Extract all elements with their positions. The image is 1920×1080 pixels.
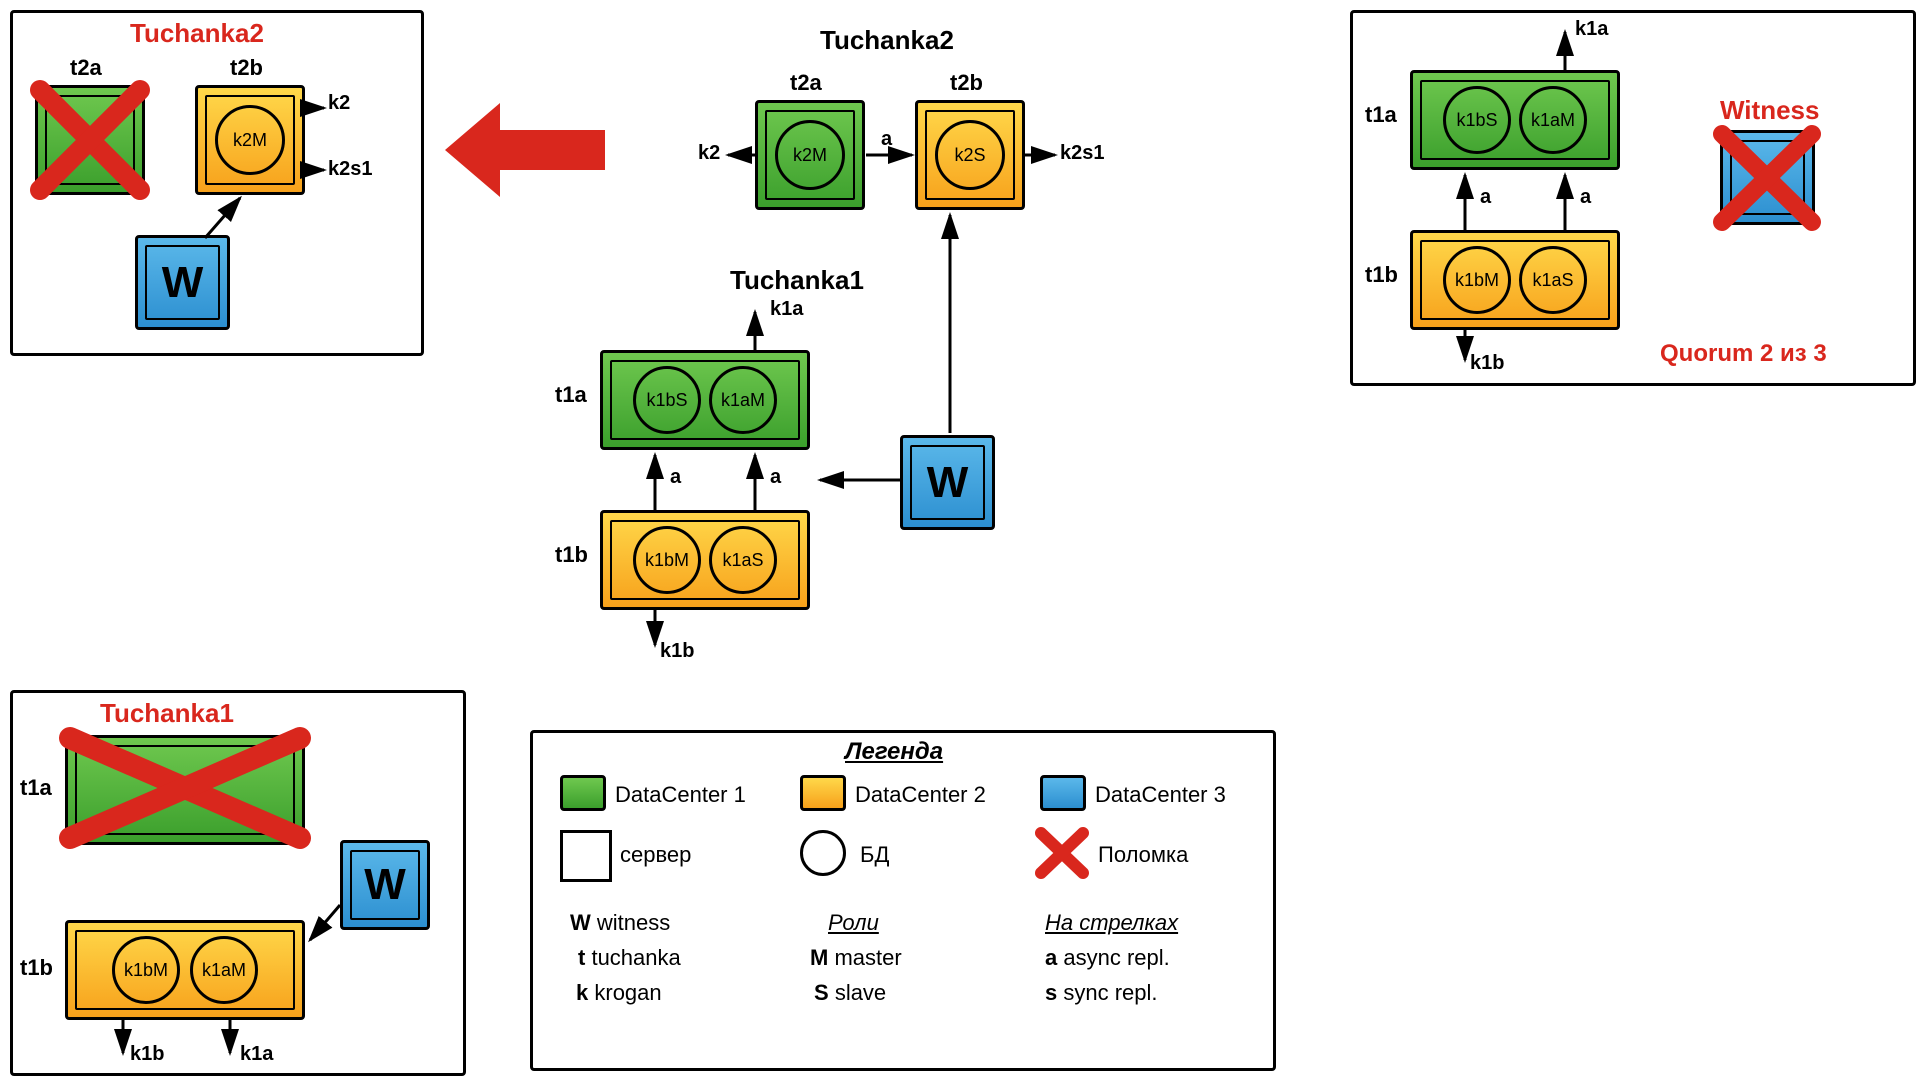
edge-k2-c: k2 bbox=[698, 142, 720, 165]
legend-W-abbr: W bbox=[570, 910, 591, 935]
legend-roles: Роли bbox=[828, 910, 879, 936]
node-t2b-tl: k2M bbox=[195, 85, 305, 195]
legend-a: a async repl. bbox=[1045, 945, 1170, 971]
legend-M: M master bbox=[810, 945, 902, 971]
legend-dc1: DataCenter 1 bbox=[615, 782, 746, 808]
legend-S-full: slave bbox=[835, 980, 886, 1005]
legend-server: сервер bbox=[620, 842, 691, 868]
arrows-witness-c bbox=[810, 200, 1010, 540]
arrows-t2b-tl bbox=[300, 95, 360, 185]
legend-title: Легенда bbox=[845, 738, 943, 766]
lbl-t2b-c: t2b bbox=[950, 70, 983, 96]
arrows-bl bbox=[65, 890, 385, 1070]
arrow-w-to-t2b-tl bbox=[200, 190, 260, 250]
legend-server-icon bbox=[560, 830, 612, 882]
legend-a-full: async repl. bbox=[1063, 945, 1169, 970]
legend-db: БД bbox=[860, 842, 889, 868]
big-arrow-left-icon bbox=[440, 95, 610, 205]
center-t2-title: Tuchanka2 bbox=[820, 25, 954, 56]
arrows-center-t2 bbox=[720, 145, 1120, 185]
legend-k-abbr: k bbox=[576, 980, 588, 1005]
legend-chip-dc2 bbox=[800, 775, 846, 811]
legend-dc3: DataCenter 3 bbox=[1095, 782, 1226, 808]
witness-label-tl: W bbox=[162, 258, 204, 308]
legend-W: W witness bbox=[570, 910, 670, 936]
legend-k: k krogan bbox=[576, 980, 662, 1006]
arrows-tr bbox=[1410, 20, 1670, 380]
legend-broken: Поломка bbox=[1098, 842, 1188, 868]
lbl-t1a-c: t1a bbox=[555, 382, 587, 408]
panel-tl-title: Tuchanka2 bbox=[130, 18, 264, 49]
legend-s: s sync repl. bbox=[1045, 980, 1158, 1006]
legend-s-abbr: s bbox=[1045, 980, 1057, 1005]
legend-W-full: witness bbox=[597, 910, 670, 935]
legend-S-abbr: S bbox=[814, 980, 829, 1005]
lbl-t2b-tl: t2b bbox=[230, 55, 263, 81]
legend-a-abbr: a bbox=[1045, 945, 1057, 970]
legend-cross-icon bbox=[1035, 825, 1091, 881]
db-k2M-tl: k2M bbox=[215, 105, 285, 175]
legend-db-icon bbox=[800, 830, 846, 876]
legend-S: S slave bbox=[814, 980, 886, 1006]
legend-t-abbr: t bbox=[578, 945, 585, 970]
quorum-text: Quorum 2 из 3 bbox=[1660, 340, 1827, 368]
legend-M-abbr: M bbox=[810, 945, 828, 970]
legend-k-full: krogan bbox=[594, 980, 661, 1005]
lbl-t1a-tr: t1a bbox=[1365, 102, 1397, 128]
legend-t-full: tuchanka bbox=[591, 945, 680, 970]
legend-s-full: sync repl. bbox=[1063, 980, 1157, 1005]
lbl-t1a-bl: t1a bbox=[20, 775, 52, 801]
legend-dc2: DataCenter 2 bbox=[855, 782, 986, 808]
lbl-t1b-c: t1b bbox=[555, 542, 588, 568]
legend-chip-dc3 bbox=[1040, 775, 1086, 811]
lbl-t1b-tr: t1b bbox=[1365, 262, 1398, 288]
lbl-t1b-bl: t1b bbox=[20, 955, 53, 981]
legend-on-arrows: На стрелках bbox=[1045, 910, 1178, 936]
legend-chip-dc1 bbox=[560, 775, 606, 811]
lbl-t2a-c: t2a bbox=[790, 70, 822, 96]
cross-icon bbox=[30, 75, 150, 205]
legend-t: t tuchanka bbox=[578, 945, 681, 971]
cross-icon-tr bbox=[1712, 122, 1824, 234]
cross-icon-bl bbox=[55, 720, 315, 855]
legend-M-full: master bbox=[834, 945, 901, 970]
